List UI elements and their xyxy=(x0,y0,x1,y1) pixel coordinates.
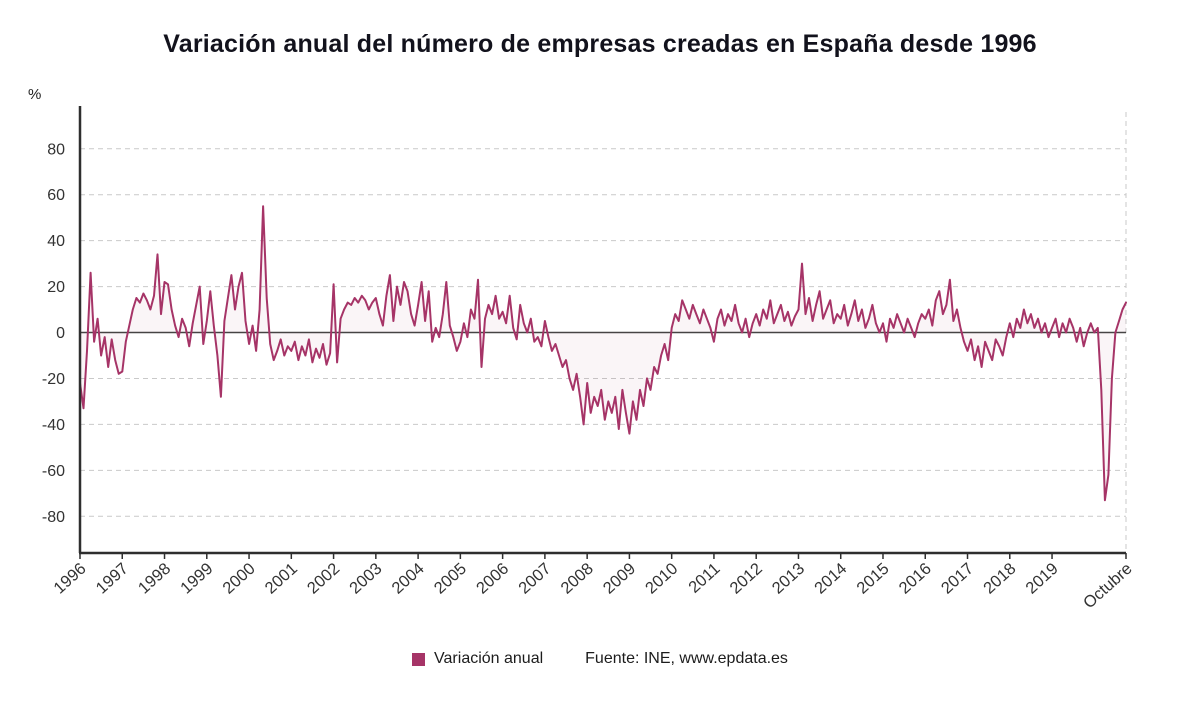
x-tick-label: 2010 xyxy=(642,560,681,598)
x-tick-label: 2014 xyxy=(811,560,850,598)
x-tick-label: 2006 xyxy=(473,560,512,598)
y-tick-label: 80 xyxy=(47,141,65,158)
x-tick-label: 1998 xyxy=(135,560,174,598)
x-tick-label: 2012 xyxy=(727,560,766,598)
x-tick-label: 2016 xyxy=(896,560,935,598)
y-tick-label: -60 xyxy=(42,463,65,480)
legend-row: Variación anual Fuente: INE, www.epdata.… xyxy=(0,650,1200,668)
y-tick-label: 60 xyxy=(47,187,65,204)
x-tick-label: 2009 xyxy=(600,560,639,598)
x-tick-label: 2015 xyxy=(853,560,892,598)
x-tick-label: 2005 xyxy=(431,560,470,598)
x-tick-label: 2011 xyxy=(685,560,723,597)
y-tick-label: -20 xyxy=(42,371,65,388)
source-attribution: Fuente: INE, www.epdata.es xyxy=(585,650,788,667)
x-tick-label: 2007 xyxy=(515,560,554,598)
legend-label: Variación anual xyxy=(434,650,544,667)
x-tick-label: 2017 xyxy=(938,560,977,598)
series-line xyxy=(79,205,1127,502)
x-tick-label: 1997 xyxy=(93,560,132,598)
x-tick-label: Octubre xyxy=(1080,560,1136,613)
y-tick-label: -80 xyxy=(42,509,65,526)
legend-swatch-icon xyxy=(412,652,426,666)
series-area xyxy=(80,206,1126,501)
x-tick-label: 1996 xyxy=(50,560,89,598)
x-tick-label: 2004 xyxy=(388,560,427,598)
x-tick-label: 2000 xyxy=(219,560,258,598)
y-axis-unit-label: % xyxy=(28,86,42,103)
x-tick-label: 2003 xyxy=(346,560,385,598)
x-tick-label: 1999 xyxy=(177,560,216,598)
chart-title: Variación anual del número de empresas c… xyxy=(163,30,1037,58)
x-tick-label: 2008 xyxy=(557,560,596,598)
y-tick-label: 0 xyxy=(56,325,65,342)
x-tick-label: 2019 xyxy=(1022,560,1061,598)
x-tick-label: 2002 xyxy=(304,560,343,598)
y-tick-label: 20 xyxy=(47,279,65,296)
x-tick-label: 2001 xyxy=(262,560,301,598)
y-tick-label: -40 xyxy=(42,417,65,434)
y-tick-label: 40 xyxy=(47,233,65,250)
x-tick-label: 2018 xyxy=(980,560,1019,598)
x-tick-label: 2013 xyxy=(769,560,808,598)
legend-item-variacion-anual: Variación anual xyxy=(412,650,543,668)
